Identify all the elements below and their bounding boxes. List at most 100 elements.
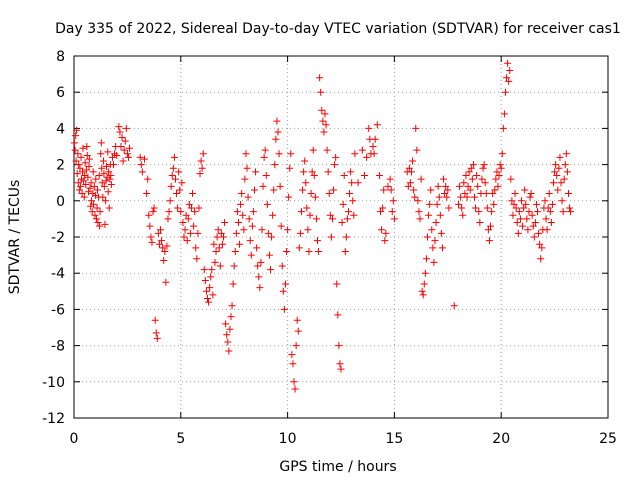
x-tick-label: 5 xyxy=(176,431,185,447)
data-point xyxy=(190,222,198,230)
data-point xyxy=(171,175,179,183)
data-point xyxy=(436,211,444,219)
data-point xyxy=(450,302,458,310)
data-point xyxy=(149,208,157,216)
data-point xyxy=(91,211,99,219)
data-point xyxy=(524,226,532,234)
data-point xyxy=(192,244,200,252)
data-point xyxy=(102,162,110,170)
data-point xyxy=(381,237,389,245)
data-point xyxy=(522,200,530,208)
y-tick-label: -10 xyxy=(42,375,65,391)
data-point xyxy=(429,244,437,252)
data-point xyxy=(351,150,359,158)
data-point xyxy=(426,200,434,208)
data-point xyxy=(227,313,235,321)
data-point xyxy=(489,190,497,198)
data-point xyxy=(186,229,194,237)
data-point xyxy=(445,204,453,212)
data-point xyxy=(276,182,284,190)
data-point xyxy=(122,124,130,132)
y-tick-label: 4 xyxy=(56,121,65,137)
data-point xyxy=(459,211,467,219)
data-point xyxy=(412,124,420,132)
data-point xyxy=(311,193,319,201)
data-point xyxy=(208,266,216,274)
data-point xyxy=(273,117,281,125)
data-point xyxy=(91,191,99,199)
data-point xyxy=(196,170,204,178)
data-point xyxy=(229,280,237,288)
data-point xyxy=(92,175,100,183)
data-point xyxy=(85,155,93,163)
data-point xyxy=(204,295,211,303)
data-point xyxy=(179,219,187,227)
data-point xyxy=(217,229,225,237)
data-point xyxy=(74,150,82,158)
data-point xyxy=(226,325,234,333)
data-point xyxy=(153,334,161,342)
data-point xyxy=(107,171,115,179)
data-point xyxy=(343,215,351,223)
data-point xyxy=(94,219,102,227)
data-point xyxy=(560,175,568,183)
data-point xyxy=(475,208,483,216)
data-point xyxy=(75,186,83,194)
data-point xyxy=(101,220,109,228)
data-point xyxy=(320,128,328,136)
data-point xyxy=(259,182,267,190)
data-point xyxy=(432,219,440,227)
data-point xyxy=(108,153,116,161)
data-point xyxy=(211,258,219,266)
data-point xyxy=(97,139,105,147)
data-point xyxy=(147,233,155,241)
data-point xyxy=(193,255,201,263)
data-point xyxy=(529,222,537,230)
data-point xyxy=(555,164,563,172)
data-point xyxy=(207,273,215,281)
data-point xyxy=(389,197,397,205)
y-tick-label: 0 xyxy=(56,194,65,210)
data-point xyxy=(268,233,276,241)
data-point xyxy=(140,155,148,163)
data-point xyxy=(96,222,104,230)
data-point xyxy=(252,168,260,176)
data-point xyxy=(82,181,90,189)
data-point xyxy=(553,171,561,179)
data-point xyxy=(189,190,197,198)
data-point xyxy=(289,360,297,368)
data-point xyxy=(567,208,575,216)
data-point xyxy=(242,150,250,158)
x-axis-label: GPS time / hours xyxy=(279,459,396,475)
axis-ticks: 0 5 10 15 20 25 -12 -10 -8 -6 -4 -2 0 2 4 6 8 xyxy=(42,49,617,447)
data-point xyxy=(120,146,128,154)
data-point xyxy=(506,66,514,74)
data-point xyxy=(199,150,207,158)
data-point xyxy=(176,186,184,194)
data-point xyxy=(274,128,282,136)
data-point xyxy=(283,247,291,255)
data-point xyxy=(209,291,217,299)
data-point xyxy=(136,153,144,161)
data-point xyxy=(102,177,110,185)
data-point xyxy=(87,179,95,187)
data-point xyxy=(76,182,84,190)
data-point xyxy=(407,168,415,176)
data-point xyxy=(239,211,247,219)
data-point xyxy=(234,219,242,227)
data-point xyxy=(233,208,241,216)
data-point xyxy=(375,171,383,179)
data-point xyxy=(551,168,559,176)
data-point xyxy=(471,193,478,201)
data-point xyxy=(517,197,525,205)
data-point xyxy=(159,244,167,252)
data-point xyxy=(293,316,301,324)
data-point xyxy=(467,164,475,172)
data-point xyxy=(332,153,340,161)
data-point xyxy=(370,150,378,158)
data-point xyxy=(406,179,414,187)
data-point xyxy=(77,153,85,161)
data-point xyxy=(93,204,101,212)
data-point xyxy=(562,150,570,158)
data-point xyxy=(535,229,543,237)
